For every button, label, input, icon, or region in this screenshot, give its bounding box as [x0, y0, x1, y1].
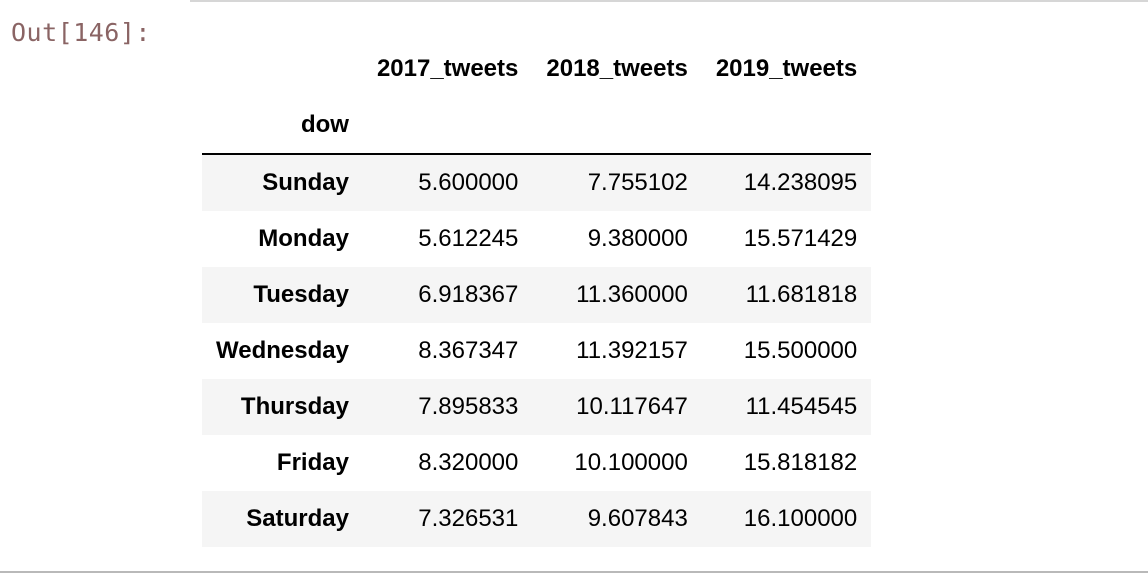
table-row: Wednesday 8.367347 11.392157 15.500000 — [202, 323, 872, 379]
table-row: Thursday 7.895833 10.117647 11.454545 — [202, 379, 872, 435]
table-row: Friday 8.320000 10.100000 15.818182 — [202, 435, 872, 491]
row-index-label: Saturday — [246, 505, 349, 532]
table-cell: 10.100000 — [574, 449, 688, 476]
table-cell: 7.755102 — [587, 169, 688, 196]
table-cell: 10.117647 — [576, 393, 688, 420]
table-row: Tuesday 6.918367 11.360000 11.681818 — [202, 267, 872, 323]
dataframe-table: 2017_tweets 2018_tweets 2019_tweets dow … — [202, 41, 872, 547]
corner-header — [202, 41, 363, 97]
table-cell: 11.392157 — [576, 337, 688, 364]
row-index-label: Tuesday — [253, 281, 349, 308]
column-header-row: 2017_tweets 2018_tweets 2019_tweets — [202, 41, 871, 97]
column-header: 2019_tweets — [715, 55, 858, 82]
empty-header — [701, 97, 872, 155]
table-cell: 16.100000 — [743, 505, 858, 532]
table-row: Saturday 7.326531 9.607843 16.100000 — [202, 491, 872, 547]
table-row: Sunday 5.600000 7.755102 14.238095 — [202, 154, 872, 211]
table-cell: 9.380000 — [587, 225, 688, 252]
table-cell: 5.612245 — [418, 225, 519, 252]
row-index-label: Thursday — [240, 393, 349, 420]
table-cell: 15.571429 — [743, 225, 858, 252]
table-cell: 11.681818 — [745, 281, 858, 308]
output-prompt: Out[146]: — [11, 18, 151, 47]
table-cell: 15.818182 — [743, 449, 858, 476]
row-index-label: Sunday — [262, 169, 349, 196]
table-cell: 7.326531 — [418, 505, 519, 532]
cell-top-border — [190, 0, 1148, 2]
table-row: Monday 5.612245 9.380000 15.571429 — [202, 211, 872, 267]
column-header: 2018_tweets — [546, 55, 688, 82]
table-cell: 15.500000 — [743, 337, 858, 364]
table-cell: 8.367347 — [418, 337, 519, 364]
cell-bottom-border — [0, 571, 1148, 573]
table-cell: 8.320000 — [418, 449, 519, 476]
table-cell: 11.360000 — [576, 281, 688, 308]
row-index-label: Monday — [258, 225, 349, 252]
table-cell: 14.238095 — [743, 169, 858, 196]
row-index-label: Wednesday — [216, 337, 349, 364]
row-index-label: Friday — [276, 449, 349, 476]
table-cell: 7.895833 — [418, 393, 519, 420]
index-name-row: dow — [202, 97, 872, 155]
empty-header — [532, 97, 702, 155]
dataframe-output: 2017_tweets 2018_tweets 2019_tweets dow … — [202, 41, 872, 547]
column-header: 2017_tweets — [376, 55, 519, 82]
empty-header — [362, 97, 533, 155]
table-cell: 11.454545 — [745, 393, 858, 420]
table-cell: 6.918367 — [418, 281, 519, 308]
table-cell: 9.607843 — [587, 505, 688, 532]
table-cell: 5.600000 — [418, 169, 519, 196]
index-name-header: dow — [202, 97, 363, 155]
